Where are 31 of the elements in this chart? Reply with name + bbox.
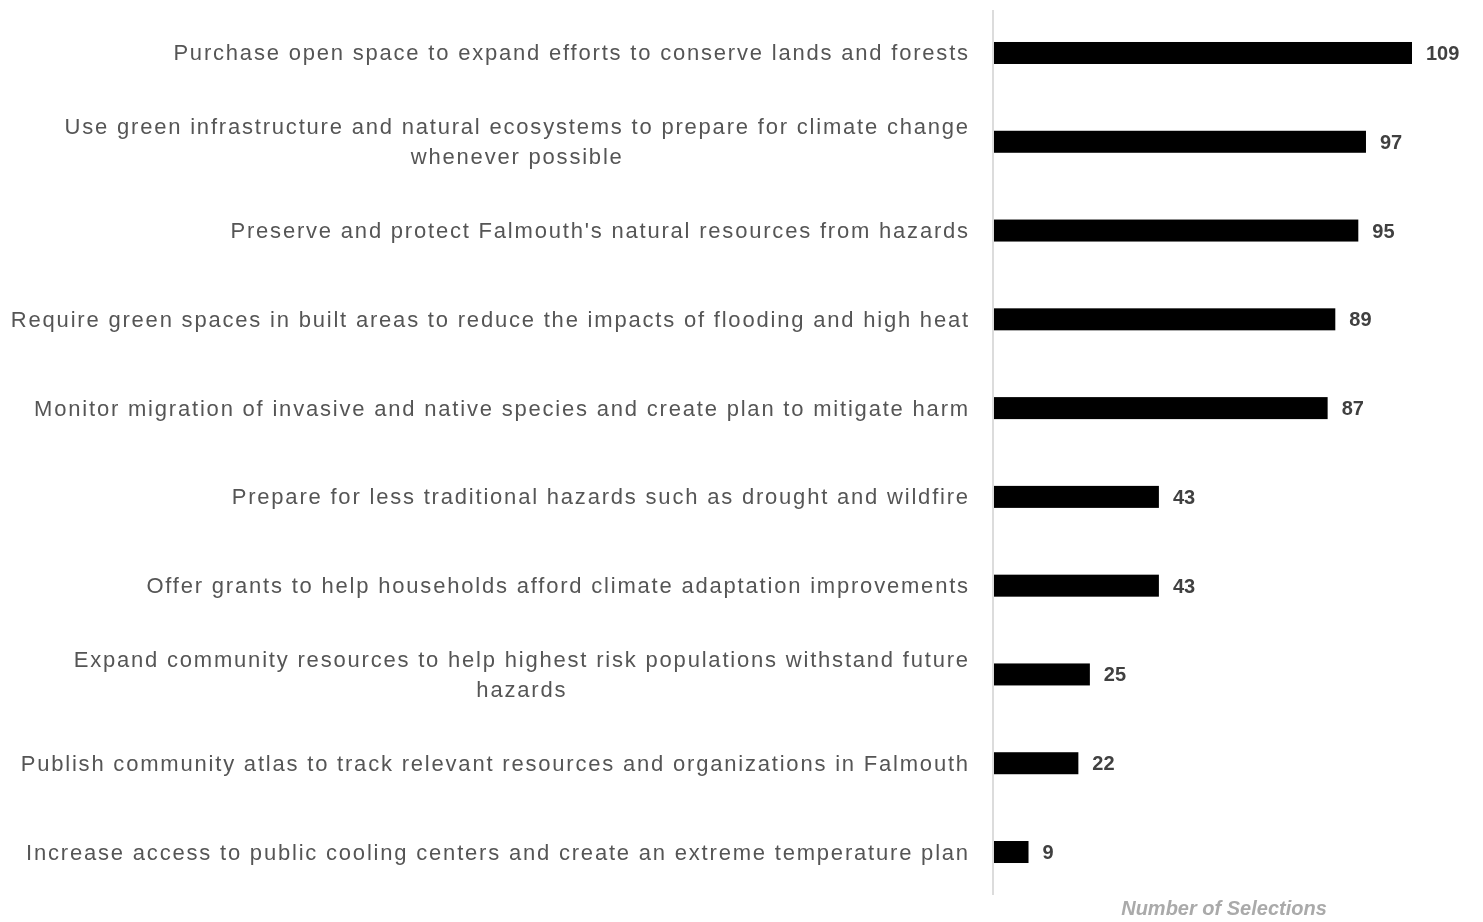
data-label: 43 xyxy=(1172,574,1196,597)
y-tick-label: Offer grants to help households afford climate adaptation improvements xyxy=(146,573,970,599)
y-tick-label: Use green infrastructure and natural ecosystems to prepare for climate change whenever possible xyxy=(64,114,970,170)
bar xyxy=(994,663,1090,686)
x-axis-title: Number of Selections xyxy=(1121,897,1327,919)
y-tick-label: Prepare for less traditional hazards such as drought and wildfire xyxy=(231,484,970,510)
y-tick-label: Increase access to public cooling centers and create an extreme temperature plan xyxy=(26,839,970,865)
data-label: 22 xyxy=(1092,752,1115,775)
bar xyxy=(994,841,1029,864)
y-tick-label: Require green spaces in built areas to reduce the impacts of flooding and high heat xyxy=(10,306,970,332)
data-label: 95 xyxy=(1372,219,1395,242)
bar xyxy=(994,41,1412,64)
data-label: 9 xyxy=(1042,841,1054,864)
y-tick-label: Purchase open space to expand efforts to conserve lands and forests xyxy=(173,40,970,66)
y-tick-label: Preserve and protect Falmouth's natural resources from hazards xyxy=(230,218,970,244)
bar xyxy=(994,397,1328,420)
bar xyxy=(994,308,1336,331)
data-label: 89 xyxy=(1349,308,1372,331)
bar xyxy=(994,485,1159,508)
data-label: 87 xyxy=(1341,397,1364,420)
bar xyxy=(994,752,1079,775)
bar xyxy=(994,219,1359,242)
bar xyxy=(994,130,1366,153)
data-label: 43 xyxy=(1172,485,1196,508)
y-tick-label: Publish community atlas to track relevant resources and organizations in Falmouth xyxy=(20,750,970,776)
data-label: 25 xyxy=(1103,663,1127,686)
y-tick-label: Monitor migration of invasive and native species and create plan to mitigate harm xyxy=(34,395,970,421)
data-label: 109 xyxy=(1426,41,1460,64)
data-label: 97 xyxy=(1379,130,1403,153)
bar xyxy=(994,574,1159,597)
y-tick-label: Expand community resources to help highest risk populations withstand future hazards xyxy=(73,646,970,702)
